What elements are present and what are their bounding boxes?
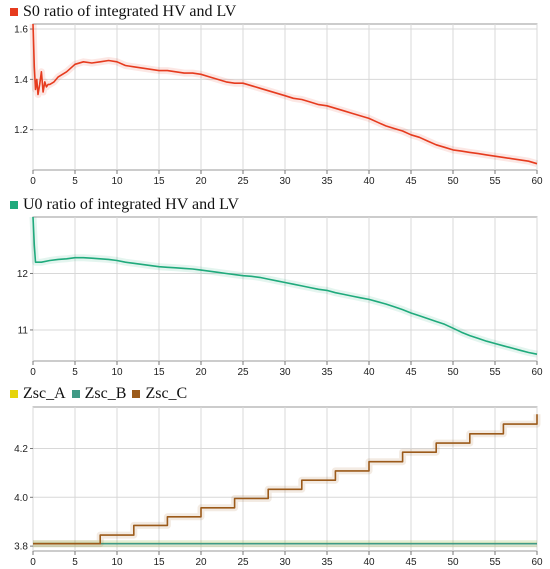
x-tick-label: 60 <box>531 176 543 187</box>
x-tick-label: 0 <box>30 176 36 187</box>
x-tick-label: 55 <box>489 557 501 568</box>
x-tick-label: 10 <box>111 176 123 187</box>
x-tick-label: 35 <box>321 557 333 568</box>
y-tick-label: 3.8 <box>14 542 28 553</box>
chart-legend-u0: U0 ratio of integrated HV and LV <box>10 194 245 216</box>
chart-legend-zsc: Zsc_A Zsc_B Zsc_C <box>10 383 193 405</box>
x-tick-label: 30 <box>279 557 291 568</box>
chart-u0: 0 5 10 15 20 25 30 35 40 45 50 55 60 11 12 <box>17 216 543 378</box>
x-tick-label: 0 <box>30 367 36 378</box>
series-line-zsc-2 <box>33 414 538 545</box>
x-tick-label: 50 <box>447 176 459 187</box>
chart-panel-u0: U0 ratio of integrated HV and LV 0 5 10 15 2… <box>0 193 550 379</box>
x-tick-label: 25 <box>237 557 249 568</box>
chart-panel-zsc: Zsc_A Zsc_B Zsc_C 0 5 10 15 20 25 30 35 40 45 50 55… <box>0 383 550 569</box>
legend-swatch-zsc-a <box>10 390 18 398</box>
x-tick-label: 5 <box>72 176 78 187</box>
x-tick-label: 5 <box>72 557 78 568</box>
x-tick-label: 45 <box>405 557 417 568</box>
x-tick-label: 60 <box>531 367 543 378</box>
x-tick-label: 20 <box>195 176 207 187</box>
x-tick-label: 15 <box>153 557 165 568</box>
legend-label-u0: U0 ratio of integrated HV and LV <box>23 196 239 213</box>
x-tick-label: 55 <box>489 367 501 378</box>
x-tick-label: 20 <box>195 367 207 378</box>
x-tick-label: 35 <box>321 367 333 378</box>
y-tick-label: 11 <box>18 325 29 336</box>
x-tick-label: 50 <box>447 367 459 378</box>
series-line-u0-0 <box>32 216 538 355</box>
chart-zsc: 0 5 10 15 20 25 30 35 40 45 50 55 60 3.8 4.0 4.2 <box>14 406 543 568</box>
x-tick-label: 30 <box>279 176 291 187</box>
chart-legend-s0: S0 ratio of integrated HV and LV <box>10 1 242 23</box>
x-tick-label: 0 <box>30 557 36 568</box>
x-tick-label: 45 <box>405 176 417 187</box>
x-tick-label: 15 <box>153 367 165 378</box>
legend-item-zsc-a: Zsc_A <box>10 385 66 403</box>
chart-s0: 0 5 10 15 20 25 30 35 40 45 50 55 60 1.2 1.4 1.6 <box>14 23 543 187</box>
x-tick-label: 10 <box>111 367 123 378</box>
x-tick-label: 55 <box>489 176 501 187</box>
x-tick-label: 45 <box>405 367 417 378</box>
legend-item-u0: U0 ratio of integrated HV and LV <box>10 196 239 214</box>
x-tick-label: 50 <box>447 557 459 568</box>
x-tick-label: 5 <box>72 367 78 378</box>
legend-swatch-u0 <box>10 201 18 209</box>
x-tick-label: 40 <box>363 176 375 187</box>
y-tick-label: 1.6 <box>14 25 28 36</box>
x-tick-label: 20 <box>195 557 207 568</box>
y-tick-label: 4.2 <box>14 444 28 455</box>
legend-swatch-zsc-c <box>132 390 141 398</box>
x-tick-label: 10 <box>111 557 123 568</box>
legend-label-s0: S0 ratio of integrated HV and LV <box>23 3 237 20</box>
y-tick-label: 4.0 <box>14 493 28 504</box>
legend-item-zsc-b: Zsc_B <box>71 385 127 403</box>
x-tick-label: 35 <box>321 176 333 187</box>
x-tick-label: 40 <box>363 557 375 568</box>
legend-label-zsc-c: Zsc_C <box>145 385 188 402</box>
y-tick-label: 12 <box>17 269 29 280</box>
x-tick-label: 25 <box>237 176 249 187</box>
legend-item-s0: S0 ratio of integrated HV and LV <box>10 3 236 21</box>
chart-panel-s0: S0 ratio of integrated HV and LV 0 5 10 15 2… <box>0 0 550 188</box>
series-line-s0-0 <box>32 23 538 165</box>
legend-label-zsc-a: Zsc_A <box>23 385 66 402</box>
legend-swatch-zsc-b <box>71 390 80 398</box>
legend-item-zsc-c: Zsc_C <box>132 385 187 403</box>
x-tick-label: 60 <box>531 557 543 568</box>
x-tick-label: 40 <box>363 367 375 378</box>
legend-swatch-s0 <box>10 8 18 16</box>
legend-label-zsc-b: Zsc_B <box>84 385 127 402</box>
x-tick-label: 30 <box>279 367 291 378</box>
x-tick-label: 25 <box>237 367 249 378</box>
y-tick-label: 1.4 <box>14 75 28 86</box>
y-tick-label: 1.2 <box>14 125 28 136</box>
x-tick-label: 15 <box>153 176 165 187</box>
